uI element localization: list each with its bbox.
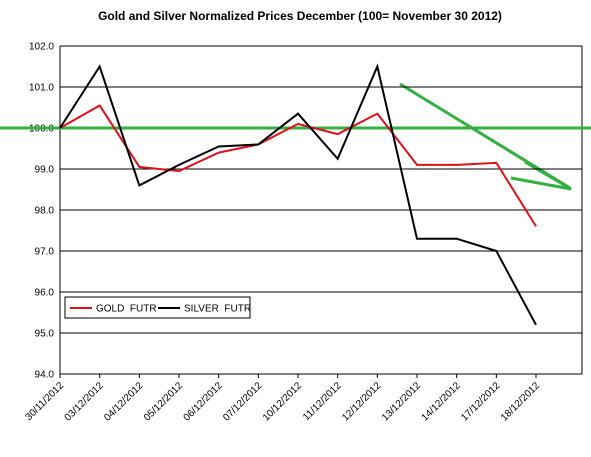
x-tick-label: 04/12/2012 — [102, 380, 145, 423]
x-tick-label: 05/12/2012 — [142, 380, 185, 423]
x-tick-label: 06/12/2012 — [182, 380, 225, 423]
y-tick-label: 97.0 — [35, 247, 55, 258]
legend-label: SILVER FUTR — [184, 304, 251, 315]
y-tick-label: 95.0 — [35, 329, 55, 340]
chart-title: Gold and Silver Normalized Prices Decemb… — [98, 9, 502, 23]
y-tick-label: 98.0 — [35, 206, 55, 217]
x-tick-label: 17/12/2012 — [459, 380, 502, 423]
trend-arrow — [399, 82, 572, 191]
x-tick-label: 11/12/2012 — [301, 380, 344, 423]
y-tick-label: 101.0 — [29, 83, 54, 94]
x-tick-label: 03/12/2012 — [63, 380, 106, 423]
y-tick-label: 102.0 — [29, 42, 54, 53]
y-tick-label: 99.0 — [35, 165, 55, 176]
y-tick-label: 94.0 — [35, 370, 55, 381]
x-tick-label: 10/12/2012 — [261, 380, 304, 423]
y-tick-label: 96.0 — [35, 288, 55, 299]
series-line — [59, 63, 537, 326]
x-tick-label: 14/12/2012 — [420, 380, 463, 423]
x-tick-label: 18/12/2012 — [499, 380, 542, 423]
x-tick-label: 30/11/2012 — [23, 380, 66, 423]
x-tick-label: 13/12/2012 — [380, 380, 423, 423]
x-tick-label: 07/12/2012 — [221, 380, 264, 423]
series-line — [59, 104, 537, 227]
legend-box — [64, 296, 251, 319]
x-tick-label: 12/12/2012 — [340, 380, 383, 423]
legend-label: GOLD FUTR — [96, 304, 157, 315]
